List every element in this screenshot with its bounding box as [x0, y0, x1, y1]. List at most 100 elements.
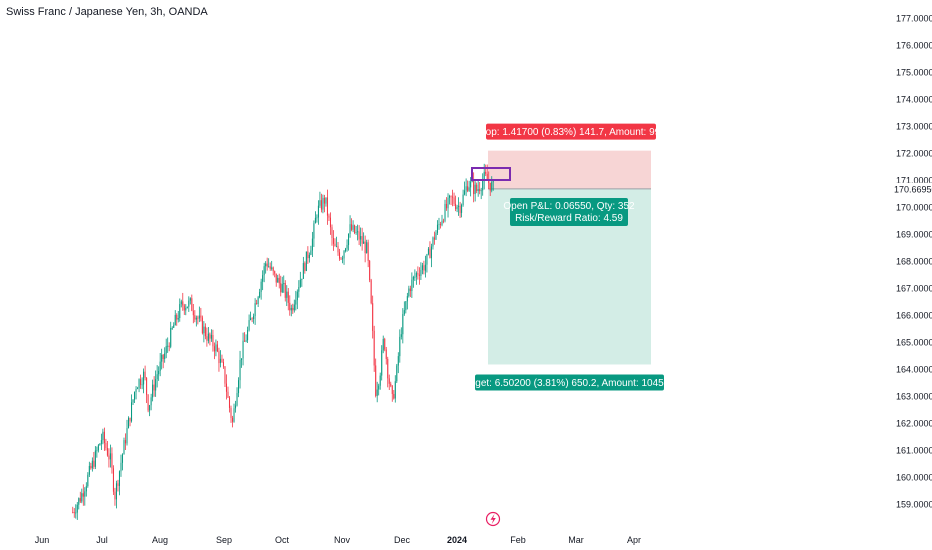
candle: [299, 271, 301, 288]
candle: [408, 285, 410, 298]
candle: [194, 310, 196, 323]
candle: [444, 199, 446, 223]
candle: [360, 227, 362, 247]
x-tick-label: Mar: [568, 535, 584, 545]
candle: [320, 193, 322, 213]
y-tick-label: 169.00000: [896, 230, 932, 240]
candle: [319, 191, 321, 208]
candle: [357, 224, 359, 241]
candle: [414, 269, 416, 281]
current-price-tag-bg: [891, 182, 932, 195]
candle: [212, 329, 214, 352]
candle: [430, 243, 432, 268]
candle: [489, 182, 491, 197]
candle: [268, 258, 270, 268]
candle: [455, 195, 457, 212]
candle: [135, 386, 137, 400]
candle: [173, 322, 175, 329]
candle: [456, 204, 458, 213]
candle: [239, 350, 241, 389]
candle: [427, 247, 429, 256]
candle: [204, 323, 206, 340]
stop-label-box: [486, 123, 656, 140]
candle: [127, 416, 130, 429]
candle: [176, 313, 178, 326]
candle: [295, 290, 297, 311]
candle: [118, 470, 121, 496]
y-tick-label: 174.00000: [896, 95, 932, 105]
candle: [486, 164, 488, 181]
candle: [102, 428, 104, 445]
candle: [277, 274, 279, 283]
candle: [418, 267, 420, 285]
candle: [183, 303, 185, 315]
candle: [192, 303, 194, 324]
y-tick-label: 172.00000: [896, 149, 932, 159]
candle: [335, 236, 338, 248]
candle: [445, 197, 448, 211]
candle: [367, 239, 369, 268]
candle: [197, 315, 199, 325]
candle: [453, 192, 455, 206]
candle: [390, 381, 392, 388]
current-price-label: 170.66950: [894, 184, 932, 194]
candle: [424, 255, 426, 278]
candle: [247, 326, 249, 344]
candle: [458, 197, 460, 216]
candle: [465, 178, 467, 197]
candle: [482, 173, 484, 196]
candle: [316, 214, 318, 223]
candle: [219, 350, 221, 368]
candle: [76, 502, 78, 520]
candle: [394, 375, 396, 403]
y-tick-label: 166.00000: [896, 311, 932, 321]
candle: [103, 427, 105, 451]
candle: [289, 295, 291, 316]
candle: [369, 259, 371, 283]
candle: [256, 299, 258, 305]
candle: [233, 403, 235, 423]
candle: [323, 194, 325, 213]
candle: [143, 368, 145, 394]
candle: [158, 366, 160, 381]
candle: [182, 292, 184, 311]
candle: [126, 419, 128, 446]
candle: [278, 273, 280, 289]
candle: [141, 377, 143, 390]
candle: [293, 299, 295, 313]
candle: [228, 395, 231, 413]
candle: [378, 383, 380, 396]
candle: [254, 298, 256, 325]
candle: [138, 378, 140, 393]
y-tick-label: 161.00000: [896, 446, 932, 456]
candle: [263, 262, 265, 283]
candle: [109, 444, 111, 468]
candle: [304, 261, 306, 274]
candle: [111, 447, 113, 474]
candle: [384, 337, 386, 352]
candle: [351, 218, 353, 232]
candle: [298, 280, 300, 298]
candle: [379, 372, 381, 390]
candle: [218, 347, 220, 372]
candle: [441, 214, 443, 227]
candle: [75, 504, 77, 519]
candle: [417, 266, 419, 280]
y-tick-label: 170.00000: [896, 203, 932, 213]
candle: [112, 465, 114, 496]
candle: [248, 314, 250, 332]
candle: [387, 356, 389, 388]
lightning-icon[interactable]: [485, 511, 501, 527]
candle: [79, 491, 81, 504]
candle: [372, 295, 374, 339]
candle: [266, 257, 268, 271]
y-tick-label: 175.00000: [896, 68, 932, 78]
candle: [90, 462, 92, 470]
candle: [423, 260, 425, 275]
candle: [177, 311, 179, 323]
y-tick-label: 177.00000: [896, 14, 932, 24]
candle: [185, 304, 187, 316]
candle: [290, 304, 292, 317]
candle: [385, 346, 387, 365]
